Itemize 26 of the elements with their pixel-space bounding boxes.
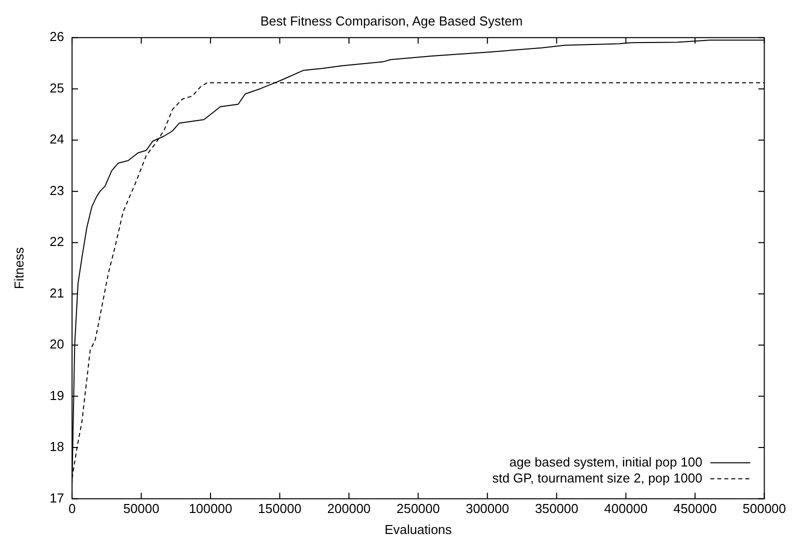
- y-tick-label: 18: [50, 439, 64, 454]
- y-tick-label: 26: [50, 29, 64, 44]
- x-tick-label: 450000: [673, 501, 717, 516]
- y-axis-title: Fitness: [11, 246, 26, 290]
- x-tick-label: 250000: [396, 501, 440, 516]
- x-tick-label: 100000: [188, 501, 232, 516]
- chart-title: Best Fitness Comparison, Age Based System: [260, 13, 523, 28]
- x-tick-label: 400000: [604, 501, 648, 516]
- legend-label: std GP, tournament size 2, pop 1000: [492, 470, 702, 486]
- y-tick-label: 22: [50, 234, 64, 250]
- y-tick-label: 19: [50, 388, 64, 403]
- x-tick-label: 500000: [742, 501, 786, 516]
- x-tick-label: 350000: [534, 501, 578, 516]
- y-tick-label: 21: [50, 285, 64, 300]
- x-tick-label: 200000: [327, 501, 371, 516]
- legend-label: age based system, initial pop 100: [509, 454, 702, 470]
- x-tick-label: 0: [68, 501, 76, 516]
- y-tick-label: 23: [50, 182, 64, 198]
- x-tick-label: 150000: [258, 501, 302, 516]
- y-tick-label: 25: [50, 80, 64, 96]
- x-axis-title: Evaluations: [384, 522, 452, 537]
- y-tick-label: 20: [50, 336, 64, 352]
- y-tick-label: 24: [50, 132, 64, 147]
- y-tick-label: 17: [50, 490, 64, 506]
- x-tick-label: 50000: [123, 501, 160, 516]
- x-tick-label: 300000: [466, 501, 510, 516]
